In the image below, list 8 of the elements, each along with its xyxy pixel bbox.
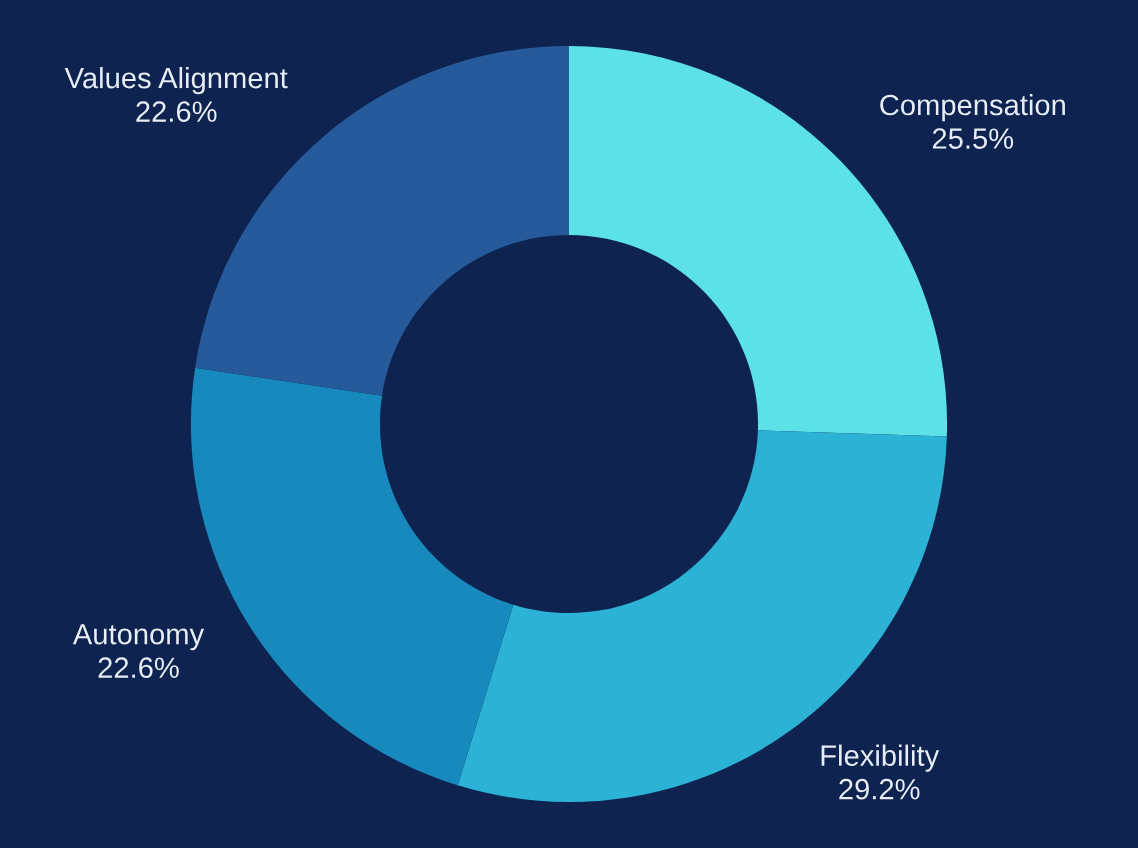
slice-label: Flexibility (821, 744, 940, 772)
slice-label: Autonomy (72, 624, 205, 651)
data-label: 22.6% (98, 657, 179, 679)
data-label: 25.5% (932, 128, 1014, 149)
data-label: 22.6% (136, 101, 217, 122)
slice-label: Values Alignment (64, 66, 288, 95)
slice-label: Compensation (880, 93, 1065, 122)
data-label: 29.2% (839, 778, 920, 800)
